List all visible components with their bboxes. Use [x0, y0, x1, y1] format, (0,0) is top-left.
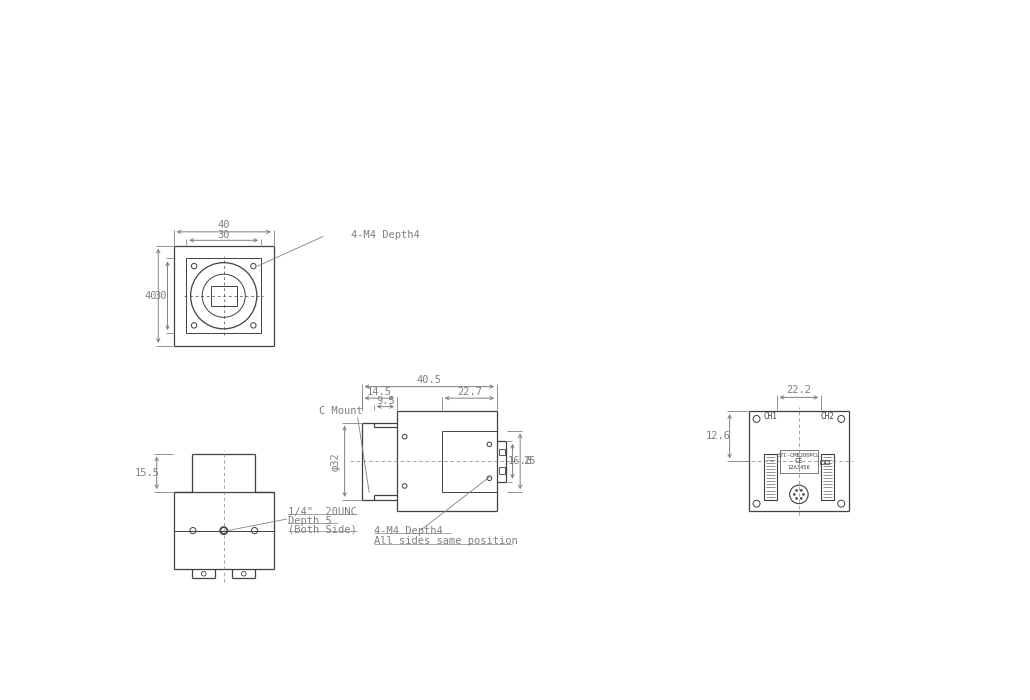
Bar	[764, 454, 777, 500]
Bar	[780, 450, 818, 473]
Bar	[825, 460, 829, 463]
Bar	[821, 460, 824, 463]
Circle shape	[795, 497, 798, 500]
Text: 40.5: 40.5	[417, 374, 442, 385]
Text: 16.8: 16.8	[508, 456, 533, 466]
Text: φ32: φ32	[331, 452, 340, 470]
Text: CH1: CH1	[763, 412, 778, 421]
Text: 9.5: 9.5	[376, 396, 394, 406]
Text: 4-M4 Depth4: 4-M4 Depth4	[351, 230, 419, 240]
Circle shape	[795, 489, 798, 491]
Text: 22.7: 22.7	[457, 387, 482, 397]
Text: Depth 5: Depth 5	[287, 516, 332, 526]
Bar	[210, 286, 237, 306]
Text: 40: 40	[144, 290, 157, 301]
Text: 22.2: 22.2	[787, 386, 812, 396]
Text: CE: CE	[795, 458, 803, 464]
Text: CH2: CH2	[821, 412, 834, 421]
Circle shape	[800, 497, 802, 500]
Text: 1/4"  20UNC: 1/4" 20UNC	[287, 507, 356, 517]
Text: 14.5: 14.5	[367, 387, 391, 397]
Bar	[499, 449, 505, 455]
Text: 30: 30	[217, 230, 230, 240]
Text: 12.6: 12.6	[706, 431, 730, 441]
Text: 40: 40	[217, 220, 230, 230]
Circle shape	[793, 494, 795, 496]
Text: 12A3456: 12A3456	[788, 465, 811, 470]
Bar	[821, 454, 833, 500]
Text: 4-M4 Depth4: 4-M4 Depth4	[374, 526, 443, 536]
Text: 30: 30	[154, 290, 167, 301]
Text: 15.5: 15.5	[135, 468, 160, 478]
Bar	[499, 468, 505, 474]
Text: C Mount: C Mount	[319, 406, 363, 416]
Text: (Both Side): (Both Side)	[287, 524, 356, 534]
Text: STC-CMB200PCL: STC-CMB200PCL	[778, 453, 820, 458]
Circle shape	[802, 494, 804, 496]
Text: 25: 25	[523, 456, 536, 466]
Text: All sides same position: All sides same position	[374, 536, 518, 547]
Circle shape	[800, 489, 802, 491]
